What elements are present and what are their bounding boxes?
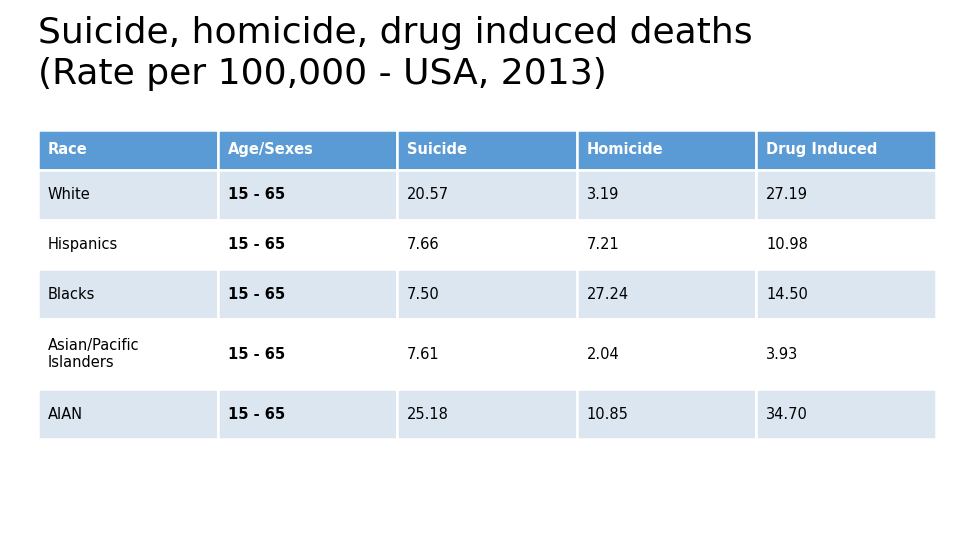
Text: 27.19: 27.19 [766,187,808,202]
Text: Race: Race [48,143,87,157]
Text: 27.24: 27.24 [587,287,629,302]
Text: Suicide: Suicide [407,143,467,157]
Text: 7.61: 7.61 [407,347,440,362]
Text: 15 - 65: 15 - 65 [228,407,285,422]
Text: 3.93: 3.93 [766,347,799,362]
Text: 15 - 65: 15 - 65 [228,187,285,202]
Text: Age/Sexes: Age/Sexes [228,143,313,157]
Text: 15 - 65: 15 - 65 [228,347,285,362]
Text: 2.04: 2.04 [587,347,619,362]
Text: 7.50: 7.50 [407,287,440,302]
Text: 10.85: 10.85 [587,407,629,422]
Text: 25.18: 25.18 [407,407,449,422]
Text: 20.57: 20.57 [407,187,449,202]
Text: 14.50: 14.50 [766,287,808,302]
Text: Blacks: Blacks [48,287,95,302]
Text: 3.19: 3.19 [587,187,619,202]
Text: Hispanics: Hispanics [48,237,118,252]
Text: 15 - 65: 15 - 65 [228,237,285,252]
Text: 10.98: 10.98 [766,237,808,252]
Text: 7.66: 7.66 [407,237,440,252]
Text: 7.21: 7.21 [587,237,619,252]
Text: 34.70: 34.70 [766,407,808,422]
Text: Suicide, homicide, drug induced deaths
(Rate per 100,000 - USA, 2013): Suicide, homicide, drug induced deaths (… [38,16,753,91]
Text: 15 - 65: 15 - 65 [228,287,285,302]
Text: Drug Induced: Drug Induced [766,143,877,157]
Text: Homicide: Homicide [587,143,663,157]
Text: Asian/Pacific
Islanders: Asian/Pacific Islanders [48,338,139,370]
Text: White: White [48,187,91,202]
Text: AIAN: AIAN [48,407,84,422]
